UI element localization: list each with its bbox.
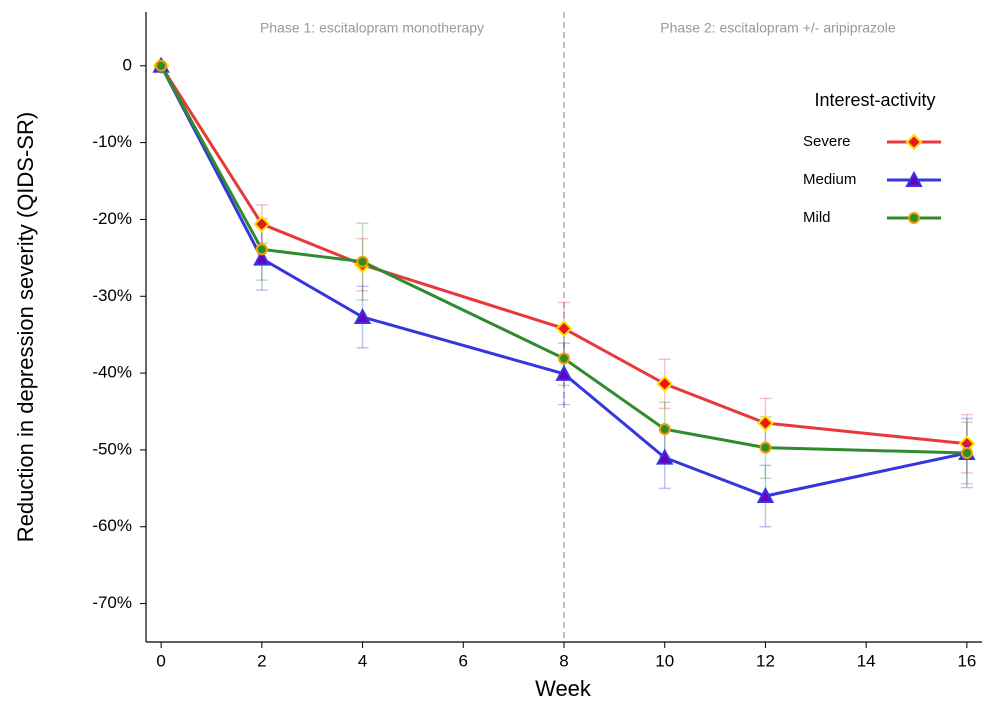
marker: [555, 320, 573, 337]
marker: [558, 352, 570, 365]
marker: [756, 486, 775, 504]
x-tick-label: 12: [756, 651, 775, 670]
marker: [658, 423, 671, 436]
y-tick-label: -70%: [92, 593, 132, 612]
y-tick-label: 0: [123, 55, 132, 74]
marker: [656, 375, 674, 393]
legend-label: Medium: [803, 171, 856, 188]
legend-label: Mild: [803, 209, 831, 226]
marker: [908, 212, 920, 224]
marker: [356, 255, 369, 268]
annotation: Phase 2: escitalopram +/- aripiprazole: [660, 20, 896, 36]
y-tick-label: -10%: [92, 132, 132, 151]
marker: [253, 249, 271, 266]
y-tick-label: -60%: [92, 516, 132, 535]
y-tick-label: -30%: [92, 286, 132, 305]
x-tick-label: 8: [559, 651, 568, 670]
x-tick-label: 16: [957, 651, 976, 670]
y-tick-label: -50%: [92, 439, 132, 458]
marker: [759, 441, 772, 454]
legend-label: Severe: [803, 133, 851, 150]
marker: [255, 243, 268, 256]
marker: [555, 364, 573, 381]
x-axis-label: Week: [535, 676, 592, 701]
y-axis-label: Reduction in depression severity (QIDS-S…: [13, 112, 38, 542]
annotation: Phase 1: escitalopram monotherapy: [260, 20, 484, 36]
x-tick-label: 4: [358, 651, 367, 670]
marker: [353, 307, 372, 325]
marker: [757, 414, 774, 432]
legend-title: Interest-activity: [814, 90, 935, 110]
y-tick-label: -40%: [92, 363, 132, 382]
x-tick-label: 6: [459, 651, 468, 670]
x-tick-label: 0: [156, 651, 165, 670]
marker: [960, 447, 973, 459]
marker: [656, 448, 674, 465]
x-tick-label: 2: [257, 651, 266, 670]
x-tick-label: 14: [857, 651, 876, 670]
marker: [253, 215, 271, 233]
marker: [905, 170, 923, 187]
y-tick-label: -20%: [92, 209, 132, 228]
x-tick-label: 10: [655, 651, 674, 670]
marker: [905, 133, 923, 151]
marker: [155, 59, 168, 72]
